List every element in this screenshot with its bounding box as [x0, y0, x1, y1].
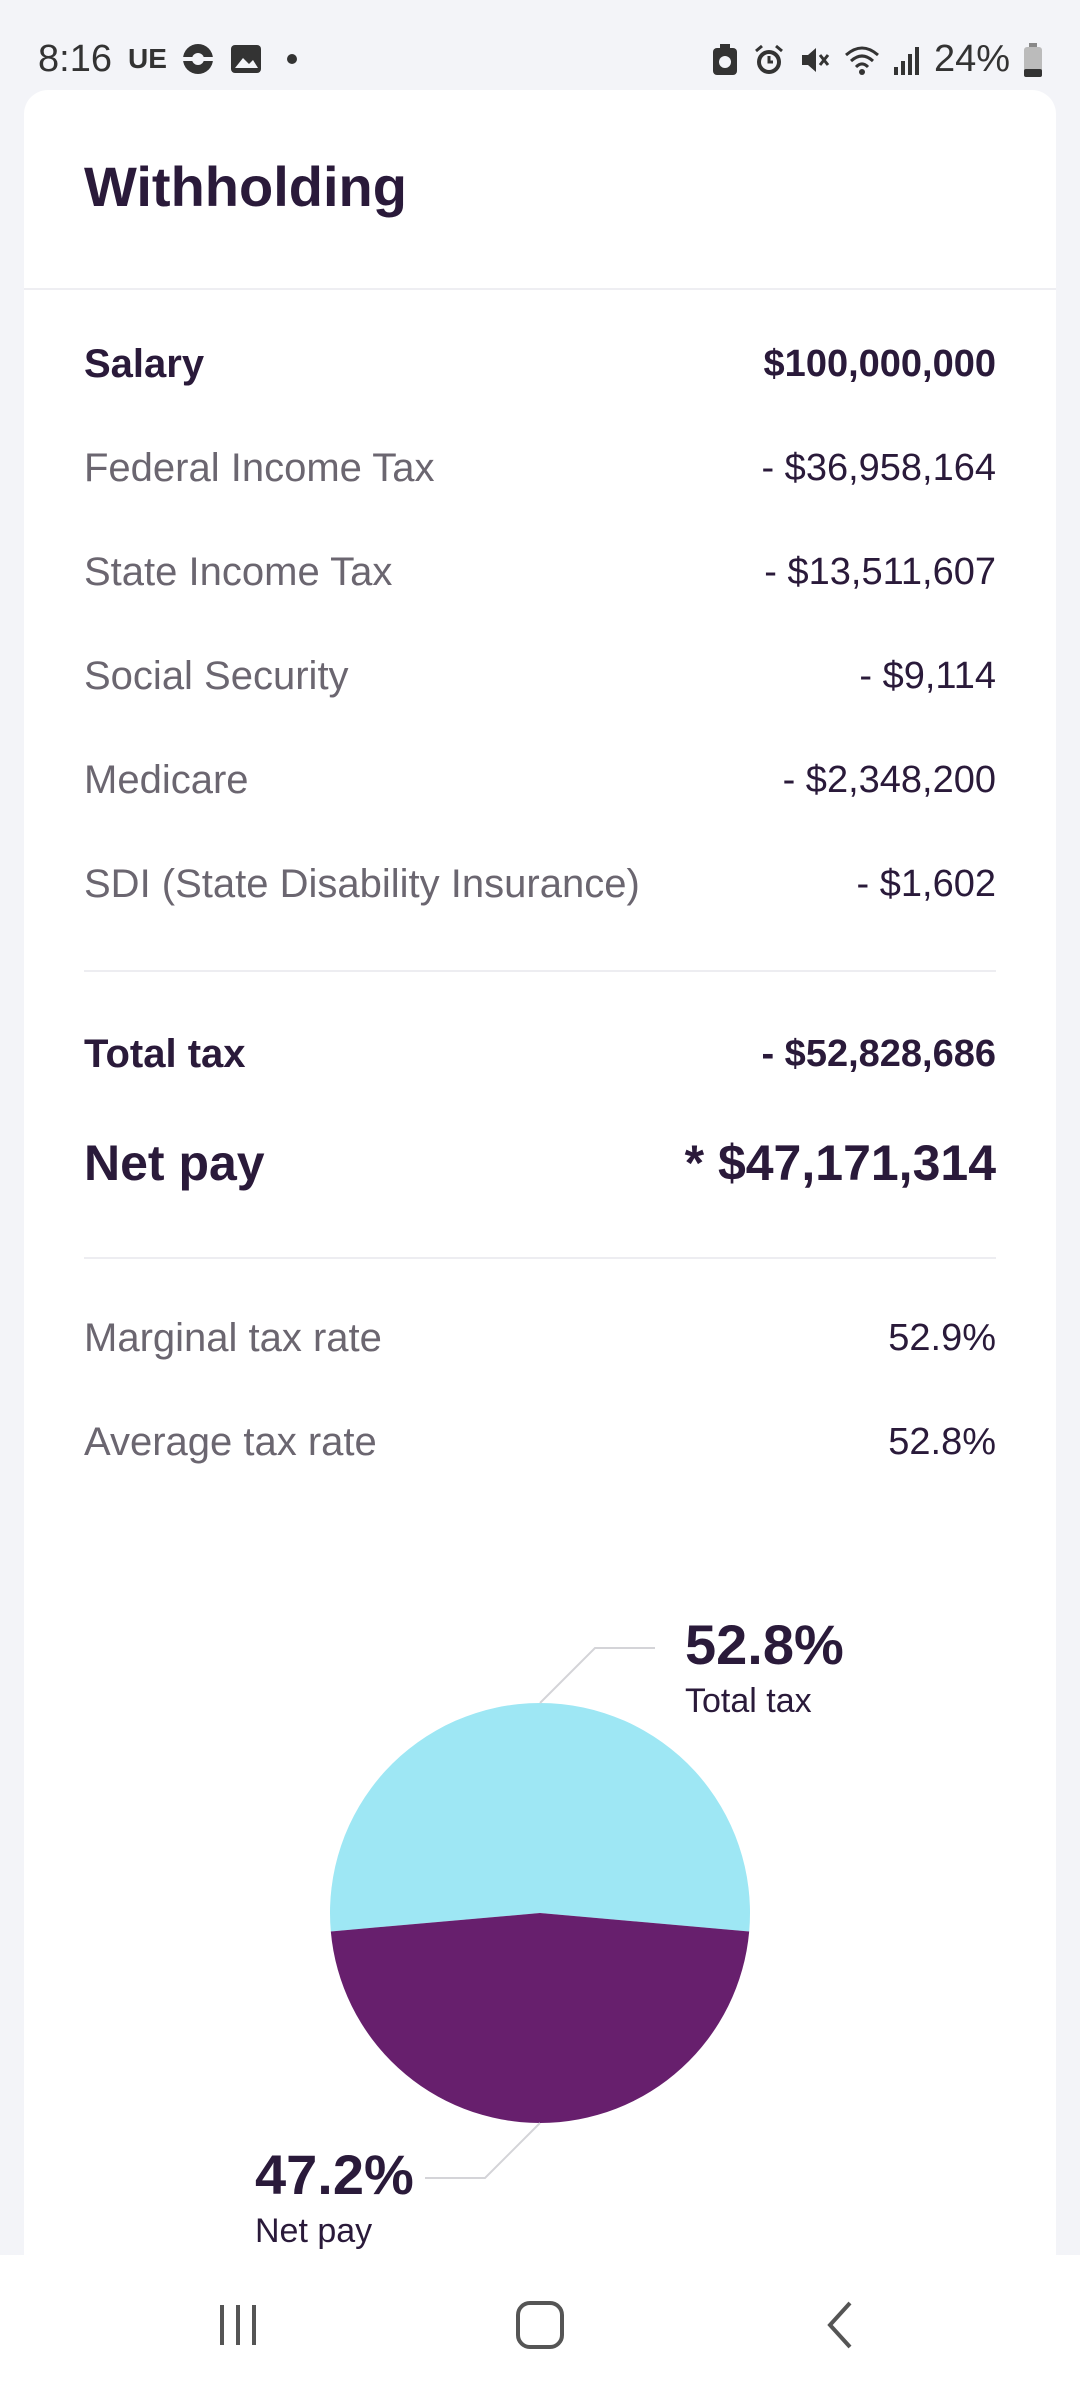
- divider: [84, 1257, 996, 1259]
- carrier-label: UE: [128, 43, 167, 74]
- sdi-row: SDI (State Disability Insurance) - $1,60…: [84, 862, 996, 907]
- image-icon: [230, 45, 261, 73]
- recents-button[interactable]: [198, 2285, 278, 2365]
- state-tax-row: State Income Tax - $13,511,607: [84, 550, 996, 595]
- withholding-card: Withholding Salary $100,000,000 Federal …: [24, 90, 1056, 2255]
- federal-tax-value: - $36,958,164: [761, 447, 996, 489]
- total-tax-label: Total tax: [84, 1032, 246, 1076]
- pie-label-percent: 52.8%: [685, 1613, 844, 1676]
- pie-callout-line: [425, 2122, 541, 2179]
- social-security-value: - $9,114: [859, 655, 996, 697]
- status-left-icons: UE: [128, 42, 297, 76]
- pie-label-name: Total tax: [685, 1682, 812, 1720]
- medicare-row: Medicare - $2,348,200: [84, 758, 996, 803]
- average-rate-row: Average tax rate 52.8%: [84, 1420, 996, 1465]
- marginal-rate-label: Marginal tax rate: [84, 1316, 382, 1360]
- back-button[interactable]: [802, 2285, 882, 2365]
- alarm-icon: [754, 44, 783, 74]
- marginal-rate-value: 52.9%: [888, 1317, 996, 1359]
- pie-label-name: Net pay: [255, 2212, 372, 2250]
- battery-icon: [1024, 42, 1042, 77]
- social-security-row: Social Security - $9,114: [84, 654, 996, 699]
- tax-pie-chart: 52.8% Total tax 47.2% Net pay: [255, 1613, 844, 2250]
- total-tax-row: Total tax - $52,828,686: [84, 1032, 996, 1077]
- state-tax-label: State Income Tax: [84, 550, 393, 594]
- navigation-bar: [0, 2255, 1080, 2400]
- pie-callout-line: [539, 1647, 655, 1704]
- divider: [84, 970, 996, 972]
- card-header: Withholding: [24, 90, 1056, 290]
- wifi-icon: [844, 46, 879, 75]
- battery-saver-icon: [712, 43, 737, 75]
- state-tax-value: - $13,511,607: [764, 551, 996, 593]
- federal-tax-row: Federal Income Tax - $36,958,164: [84, 446, 996, 491]
- salary-label: Salary: [84, 342, 205, 386]
- federal-tax-label: Federal Income Tax: [84, 446, 435, 490]
- notification-dot-icon: [286, 54, 297, 64]
- status-time: 8:16: [38, 38, 112, 80]
- status-right-icons: 24%: [710, 38, 1044, 81]
- signal-icon: [893, 46, 919, 75]
- sdi-label: SDI (State Disability Insurance): [84, 862, 640, 906]
- medicare-label: Medicare: [84, 758, 249, 802]
- recents-icon: [220, 2305, 256, 2345]
- status-bar: 8:16 UE: [0, 0, 1080, 90]
- pie-slice-total-tax: [330, 1703, 750, 1932]
- pie-label-percent: 47.2%: [255, 2143, 414, 2206]
- average-rate-value: 52.8%: [888, 1421, 996, 1463]
- home-icon: [516, 2301, 564, 2349]
- home-button[interactable]: [500, 2285, 580, 2365]
- sdi-value: - $1,602: [856, 863, 996, 905]
- social-security-label: Social Security: [84, 654, 349, 698]
- marginal-rate-row: Marginal tax rate 52.9%: [84, 1316, 996, 1361]
- pie-slice-net-pay: [330, 1913, 750, 2123]
- back-icon: [827, 2301, 852, 2349]
- salary-value: $100,000,000: [763, 343, 996, 385]
- sync-icon: [182, 44, 213, 74]
- total-tax-value: - $52,828,686: [761, 1033, 996, 1075]
- page-title: Withholding: [84, 155, 407, 218]
- net-pay-row: Net pay * $47,171,314: [84, 1134, 996, 1192]
- battery-percent: 24%: [933, 38, 1010, 80]
- net-pay-label: Net pay: [84, 1135, 265, 1191]
- average-rate-label: Average tax rate: [84, 1420, 377, 1464]
- net-pay-value: * $47,171,314: [684, 1135, 996, 1191]
- salary-row: Salary $100,000,000: [84, 342, 996, 387]
- mute-icon: [801, 47, 830, 72]
- medicare-value: - $2,348,200: [782, 759, 996, 801]
